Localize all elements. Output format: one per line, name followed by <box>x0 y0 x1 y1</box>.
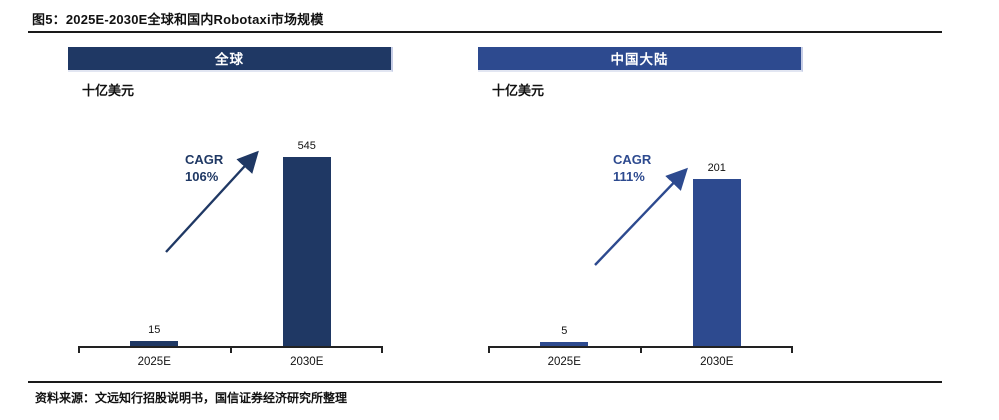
axis-tick <box>381 348 383 353</box>
cagr-label: CAGR <box>185 152 224 167</box>
x-tick-label: 2025E <box>137 356 171 368</box>
axis-tick <box>229 348 232 353</box>
y-unit-label-china: 十亿美元 <box>492 83 545 98</box>
x-tick-label: 2025E <box>547 356 581 368</box>
x-tick-label: 2030E <box>700 356 734 368</box>
axis-tick <box>791 348 793 353</box>
x-tick-label: 2030E <box>290 356 324 368</box>
chart-header-global: 全球 <box>68 47 393 72</box>
bar-2025E <box>540 342 589 346</box>
source-divider-line <box>28 381 942 383</box>
axis-tick <box>78 348 80 353</box>
bar-2030E <box>692 179 741 346</box>
chart-panel-global: 全球 十亿美元 15 2025E 545 2030E CAGR 106% <box>68 47 393 377</box>
cagr-value: 111% <box>613 169 645 184</box>
cagr-value: 106% <box>185 169 219 184</box>
chart-header-china: 中国大陆 <box>478 47 803 72</box>
figure-title: 图5：2025E-2030E全球和国内Robotaxi市场规模 <box>32 12 324 27</box>
chart-panel-china: 中国大陆 十亿美元 5 2025E 201 2030E CAGR 111% <box>478 47 803 377</box>
plot-area-china: 5 2025E 201 2030E <box>488 140 793 368</box>
axis-tick <box>488 348 490 353</box>
bar-value-label: 5 <box>561 325 568 337</box>
bar-value-label: 545 <box>297 140 316 152</box>
title-divider-line <box>28 31 942 33</box>
bar-2025E <box>130 341 179 346</box>
cagr-annotation-global: CAGR 106% <box>185 151 223 185</box>
y-unit-label-global: 十亿美元 <box>82 83 135 98</box>
cagr-annotation-china: CAGR 111% <box>613 151 651 185</box>
bar-value-label: 201 <box>707 162 726 174</box>
bar-value-label: 15 <box>148 324 161 336</box>
source-text: 资料来源：文远知行招股说明书，国信证券经济研究所整理 <box>35 391 348 405</box>
cagr-label: CAGR <box>613 152 652 167</box>
axis-tick <box>639 348 642 353</box>
bar-2030E <box>282 157 331 346</box>
plot-area-global: 15 2025E 545 2030E <box>78 140 383 368</box>
